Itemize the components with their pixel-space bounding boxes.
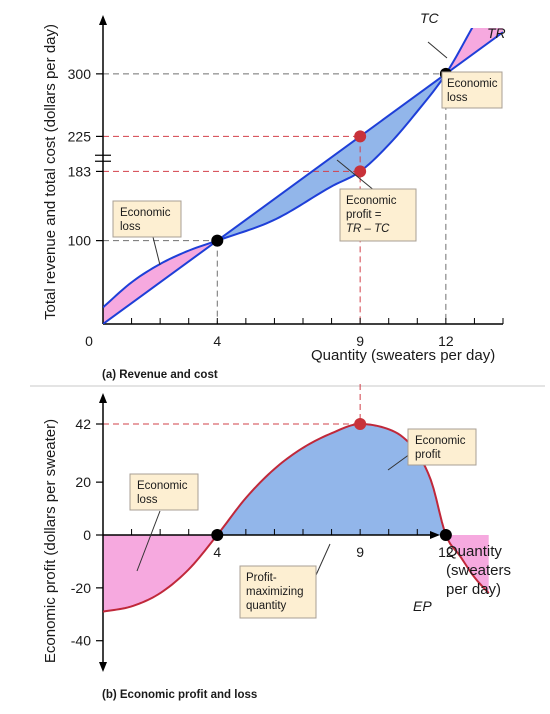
y-axis-arrow-up <box>99 393 107 403</box>
profit-note-line-3: TR – TC <box>346 223 390 235</box>
x-tick-label: 9 <box>356 544 364 560</box>
x-tick-label: 4 <box>213 544 221 560</box>
loss-right-pointer <box>427 41 448 59</box>
data-point <box>354 165 367 178</box>
y-axis-arrow <box>99 15 107 25</box>
y-tick-label: 0 <box>83 527 91 543</box>
x-axis-arrow <box>430 531 440 539</box>
loss-right-note-box <box>441 71 503 109</box>
panel-title: (a) Revenue and cost <box>102 369 218 381</box>
loss-pointer <box>136 510 161 572</box>
profit-pointer <box>387 453 411 471</box>
y-tick-label: -20 <box>71 580 91 596</box>
x-tick-label: 4 <box>213 333 221 349</box>
loss-note-line-2: loss <box>137 494 158 506</box>
economic-profit-area <box>217 424 446 535</box>
data-point <box>211 529 224 541</box>
economic-loss-area-left <box>103 535 218 612</box>
loss-right-note-line-2: loss <box>447 92 468 104</box>
tick-labels: 42 20 0 -20 -40 4 9 12 <box>71 416 454 649</box>
panel-title: (b) Economic profit and loss <box>102 689 257 701</box>
panel-b: 42 20 0 -20 -40 4 9 12 EP Economic profit (doll… <box>42 384 511 701</box>
ep-curve-label: EP <box>413 598 432 614</box>
tc-curve-label: TC <box>420 10 440 26</box>
profit-note-line-2: profit <box>415 449 441 461</box>
axes <box>95 15 504 325</box>
max-note-line-2: maximizing <box>246 586 304 598</box>
loss-note-box <box>129 473 199 511</box>
max-note-line-3: quantity <box>246 600 287 612</box>
y-tick-label: 100 <box>68 233 92 249</box>
x-axis-title-line-1: Quantity <box>446 543 502 560</box>
loss-left-pointer <box>151 232 161 266</box>
profit-note-line-2: profit = <box>346 209 382 221</box>
profit-note-box <box>339 188 417 242</box>
y-tick-label: -40 <box>71 633 91 649</box>
data-point <box>439 529 452 541</box>
y-tick-label: 300 <box>68 66 92 82</box>
total-cost-curve <box>103 28 474 309</box>
guide-lines <box>103 384 361 425</box>
loss-left-note-box <box>112 200 182 238</box>
loss-left-note-line-2: loss <box>120 221 141 233</box>
y-tick-label: 183 <box>68 163 92 179</box>
x-tick-label: 12 <box>438 333 454 349</box>
total-revenue-line <box>103 31 503 324</box>
loss-right-note-line-1: Economic <box>447 78 498 90</box>
x-origin-label: 0 <box>85 333 93 349</box>
tick-labels: 100 183 225 300 4 9 12 0 <box>68 66 454 349</box>
tr-line-label: TR <box>487 25 506 41</box>
loss-left-note-line-1: Economic <box>120 207 171 219</box>
y-tick-label: 20 <box>75 474 91 490</box>
profit-pointer <box>336 159 376 192</box>
points <box>211 418 452 541</box>
y-axis-title: Total revenue and total cost (dollars pe… <box>42 24 59 320</box>
y-axis-title: Economic profit (dollars per sweater) <box>42 419 59 663</box>
loss-note-line-1: Economic <box>137 480 188 492</box>
panel-a: 100 183 225 300 4 9 12 0 TC TR Total revenue an… <box>42 10 506 381</box>
y-tick-label: 225 <box>68 128 92 144</box>
profit-note-line-1: Economic <box>346 195 397 207</box>
profit-note-box <box>407 428 477 466</box>
max-note-line-1: Profit- <box>246 572 277 584</box>
x-axis-title-line-2: (sweaters <box>446 562 511 579</box>
y-axis-arrow-down <box>99 662 107 672</box>
data-point <box>354 418 367 430</box>
max-note-box <box>239 565 317 619</box>
economic-loss-area-right <box>445 535 489 594</box>
x-axis-title: Quantity (sweaters per day) <box>311 347 495 364</box>
data-point <box>354 130 367 143</box>
y-tick-label: 42 <box>75 416 91 432</box>
x-axis-title-line-3: per day) <box>446 581 501 598</box>
x-tick-label: 9 <box>356 333 364 349</box>
x-tick-label: 12 <box>438 544 454 560</box>
profit-note-line-1: Economic <box>415 435 466 447</box>
data-point <box>211 234 224 247</box>
